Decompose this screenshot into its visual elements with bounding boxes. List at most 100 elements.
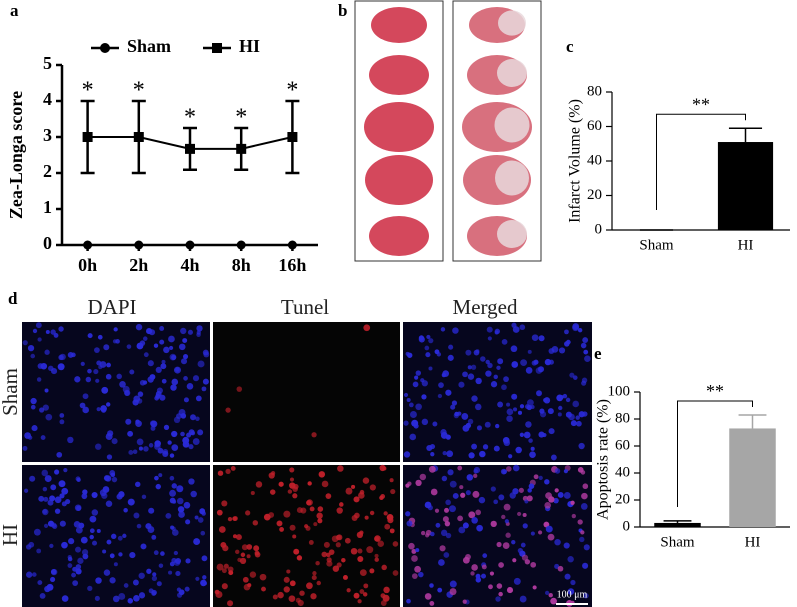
- cell: [525, 404, 530, 410]
- significance-mark: *: [235, 105, 247, 131]
- cell: [577, 327, 583, 333]
- marker: [287, 132, 298, 142]
- cell: [489, 571, 495, 576]
- cell: [92, 540, 98, 546]
- marker: [134, 240, 144, 250]
- cell: [33, 528, 41, 536]
- cell: [152, 572, 157, 577]
- cell: [50, 484, 57, 491]
- cell: [246, 544, 253, 550]
- cell: [471, 443, 478, 450]
- cell: [389, 528, 395, 534]
- cell: [221, 568, 227, 574]
- cell: [49, 543, 54, 548]
- cell: [392, 570, 399, 576]
- cell: [232, 516, 238, 521]
- cell: [556, 394, 564, 402]
- cell: [515, 446, 522, 454]
- cell: [440, 327, 446, 332]
- cell: [419, 473, 427, 481]
- cell: [430, 488, 438, 496]
- cell: [490, 381, 498, 388]
- cell: [87, 368, 92, 374]
- cell: [430, 452, 435, 457]
- cell: [578, 442, 585, 450]
- cell: [149, 420, 156, 427]
- cell: [89, 515, 97, 523]
- y-tick-label: 40: [615, 464, 630, 480]
- cell: [377, 540, 385, 548]
- cell: [117, 535, 123, 541]
- cell: [195, 416, 200, 422]
- cell: [40, 435, 46, 441]
- cell: [192, 375, 200, 382]
- cell: [58, 326, 64, 332]
- cell: [536, 390, 542, 397]
- cell: [366, 546, 374, 554]
- cell: [311, 575, 317, 581]
- cell: [63, 468, 68, 473]
- cell: [250, 490, 255, 496]
- cell: [487, 362, 493, 369]
- cell: [43, 496, 49, 502]
- cell: [197, 517, 204, 523]
- cell: [72, 566, 78, 572]
- cell: [568, 413, 575, 421]
- cell: [182, 353, 189, 360]
- cell: [473, 469, 478, 474]
- cell: [236, 534, 242, 541]
- cell: [312, 571, 317, 576]
- cell: [543, 397, 551, 404]
- cell: [468, 511, 476, 519]
- cell: [227, 566, 234, 573]
- cell: [56, 451, 63, 458]
- cell: [221, 500, 228, 507]
- cell: [111, 438, 118, 445]
- cell: [242, 576, 249, 583]
- cell: [79, 402, 86, 409]
- cell: [420, 530, 426, 536]
- cell: [550, 454, 557, 461]
- cell: [170, 384, 177, 391]
- cell: [512, 326, 520, 333]
- y-tick-label: 60: [587, 118, 602, 134]
- cell: [71, 572, 76, 578]
- cell: [200, 530, 206, 536]
- cell: [37, 363, 44, 369]
- cell: [161, 359, 166, 364]
- cell: [317, 506, 324, 512]
- cell: [374, 536, 380, 542]
- cell: [321, 480, 329, 488]
- cell: [475, 577, 482, 583]
- cell: [501, 384, 507, 391]
- cell: [80, 536, 88, 544]
- cell: [380, 493, 386, 499]
- cell: [315, 560, 320, 566]
- cell: [384, 523, 391, 530]
- cell: [332, 565, 340, 572]
- cell: [533, 359, 539, 365]
- cell: [461, 413, 469, 420]
- cell: [502, 469, 508, 475]
- significance-mark: *: [82, 78, 94, 104]
- cell: [418, 571, 424, 578]
- cell: [96, 360, 102, 366]
- cell: [435, 522, 441, 528]
- cell: [94, 347, 100, 354]
- cell: [563, 469, 568, 474]
- cell: [171, 444, 179, 452]
- cell: [197, 360, 205, 368]
- cell: [215, 590, 223, 598]
- cell: [458, 381, 465, 388]
- cell: [119, 381, 126, 388]
- cell: [494, 330, 499, 335]
- cell: [554, 538, 561, 546]
- cell: [306, 499, 313, 506]
- cell: [403, 420, 409, 426]
- y-tick-label: 80: [615, 410, 630, 426]
- cell: [409, 433, 417, 441]
- cell: [530, 561, 537, 568]
- cell: [452, 492, 459, 499]
- cell: [50, 329, 56, 335]
- cell: [194, 515, 199, 520]
